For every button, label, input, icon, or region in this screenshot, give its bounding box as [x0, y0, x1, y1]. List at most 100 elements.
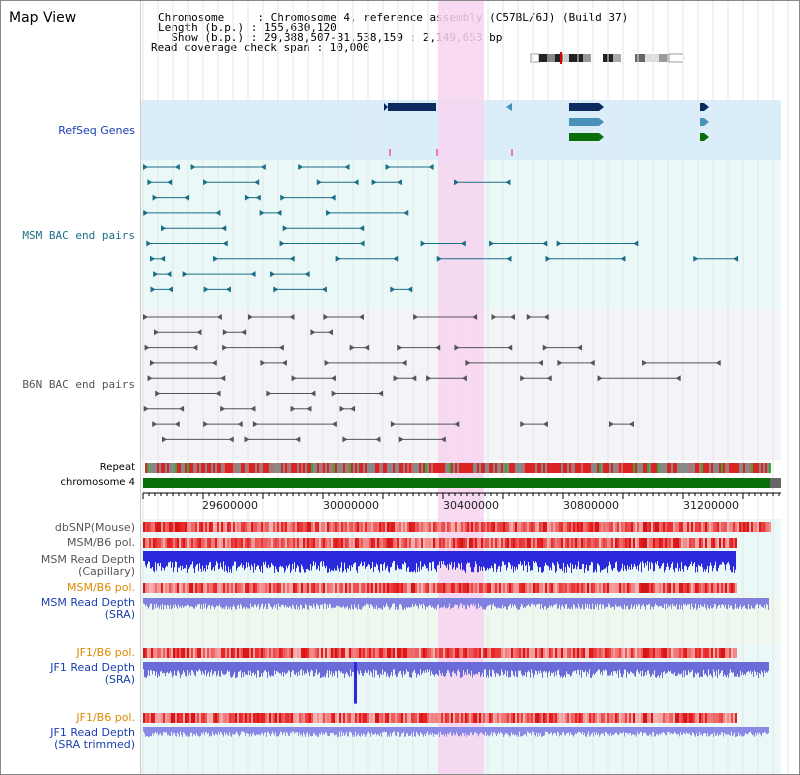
jf1-b6-pol-trimmed-label[interactable]: JF1/B6 pol.: [76, 711, 135, 724]
depth-bar: [300, 727, 301, 736]
repeat-segment: [543, 463, 545, 473]
depth-bar: [487, 662, 488, 676]
depth-bar: [597, 598, 598, 604]
depth-bar: [358, 727, 359, 734]
pol-cell: [583, 713, 585, 723]
depth-bar: [603, 662, 604, 670]
depth-bar: [535, 598, 536, 607]
pol-cell: [555, 713, 557, 723]
depth-bar: [556, 551, 557, 572]
depth-bar: [270, 727, 271, 737]
depth-bar: [321, 662, 322, 678]
pol-cell: [537, 648, 539, 658]
pol-cell: [571, 522, 573, 532]
depth-bar: [374, 598, 375, 608]
depth-bar: [378, 598, 379, 608]
chromosome-label[interactable]: chromosome 4: [60, 477, 135, 488]
depth-bar: [522, 662, 523, 677]
pol-cell: [689, 538, 691, 548]
depth-bar: [566, 551, 567, 573]
depth-bar: [509, 662, 510, 677]
chromosome-ideogram[interactable]: [529, 51, 689, 65]
pol-cell: [453, 583, 455, 593]
depth-bar: [578, 727, 579, 732]
repeat-segment: [615, 463, 617, 473]
depth-bar: [744, 727, 745, 736]
msm-read-depth-sra-label[interactable]: MSM Read Depth (SRA): [40, 596, 135, 621]
depth-bar: [305, 551, 306, 573]
pol-cell: [561, 713, 563, 723]
depth-bar: [168, 598, 169, 606]
depth-bar: [642, 551, 643, 562]
repeat-segment: [409, 463, 411, 473]
b6n-bac-label[interactable]: B6N BAC end pairs: [22, 378, 135, 391]
pol-cell: [549, 522, 551, 532]
msm-bac-label[interactable]: MSM BAC end pairs: [22, 229, 135, 242]
depth-bar: [496, 662, 497, 673]
depth-bar: [366, 598, 367, 604]
refseq-genes-label[interactable]: RefSeq Genes: [58, 124, 135, 137]
pol-cell: [641, 713, 643, 723]
pol-cell: [289, 713, 291, 723]
depth-bar: [346, 551, 347, 573]
jf1-b6-pol-label[interactable]: JF1/B6 pol.: [76, 646, 135, 659]
depth-bar: [611, 727, 612, 736]
pol-cell: [601, 538, 603, 548]
pol-cell: [555, 522, 557, 532]
msm-b6-pol-label[interactable]: MSM/B6 pol.: [67, 536, 135, 549]
depth-bar: [511, 727, 512, 733]
pol-cell: [571, 538, 573, 548]
depth-bar: [333, 551, 334, 572]
depth-bar: [160, 551, 161, 564]
pol-cell: [341, 583, 343, 593]
msm-bac-end: [506, 255, 512, 262]
depth-bar: [444, 598, 445, 606]
b6n-bac-end: [149, 359, 155, 366]
pol-cell: [565, 648, 567, 658]
pol-cell: [487, 538, 489, 548]
repeat-segment: [191, 463, 193, 473]
depth-bar: [274, 598, 275, 605]
depth-bar: [338, 662, 339, 671]
pol-cell: [657, 522, 659, 532]
depth-bar: [702, 662, 703, 678]
depth-bar: [214, 551, 215, 572]
depth-bar: [657, 551, 658, 562]
depth-bar: [724, 662, 725, 675]
pol-cell: [503, 522, 505, 532]
depth-bar: [315, 662, 316, 673]
repeat-segment: [577, 463, 579, 473]
depth-bar: [750, 598, 751, 609]
jf1-read-depth-sra-label[interactable]: JF1 Read Depth (SRA): [50, 661, 135, 686]
depth-bar: [666, 662, 667, 673]
depth-bar: [282, 727, 283, 736]
depth-bar: [546, 551, 547, 565]
depth-bar: [301, 662, 302, 670]
depth-bar: [395, 727, 396, 736]
depth-bar: [468, 598, 469, 606]
depth-bar: [346, 662, 347, 672]
msm-b6-pol-sra-label[interactable]: MSM/B6 pol.: [67, 581, 135, 594]
repeat-segment: [489, 463, 491, 473]
dbsnp-label[interactable]: dbSNP(Mouse): [54, 521, 135, 534]
repeat-segment: [723, 463, 725, 473]
pol-cell: [155, 538, 157, 548]
pol-cell: [341, 648, 343, 658]
repeat-segment: [159, 463, 161, 473]
depth-bar: [421, 551, 422, 570]
depth-bar: [478, 551, 479, 573]
pol-cell: [461, 538, 463, 548]
pol-cell: [393, 538, 395, 548]
depth-bar: [266, 727, 267, 737]
pol-cell: [645, 713, 647, 723]
depth-bar: [760, 727, 761, 735]
pol-cell: [601, 713, 603, 723]
repeat-label[interactable]: Repeat: [99, 462, 135, 473]
depth-bar: [456, 598, 457, 605]
pol-cell: [331, 713, 333, 723]
depth-bar: [578, 598, 579, 604]
repeat-segment: [541, 463, 543, 473]
msm-read-depth-capillary-label[interactable]: MSM Read Depth (Capillary): [40, 553, 135, 578]
jf1-read-depth-trimmed-label[interactable]: JF1 Read Depth (SRA trimmed): [50, 726, 135, 751]
